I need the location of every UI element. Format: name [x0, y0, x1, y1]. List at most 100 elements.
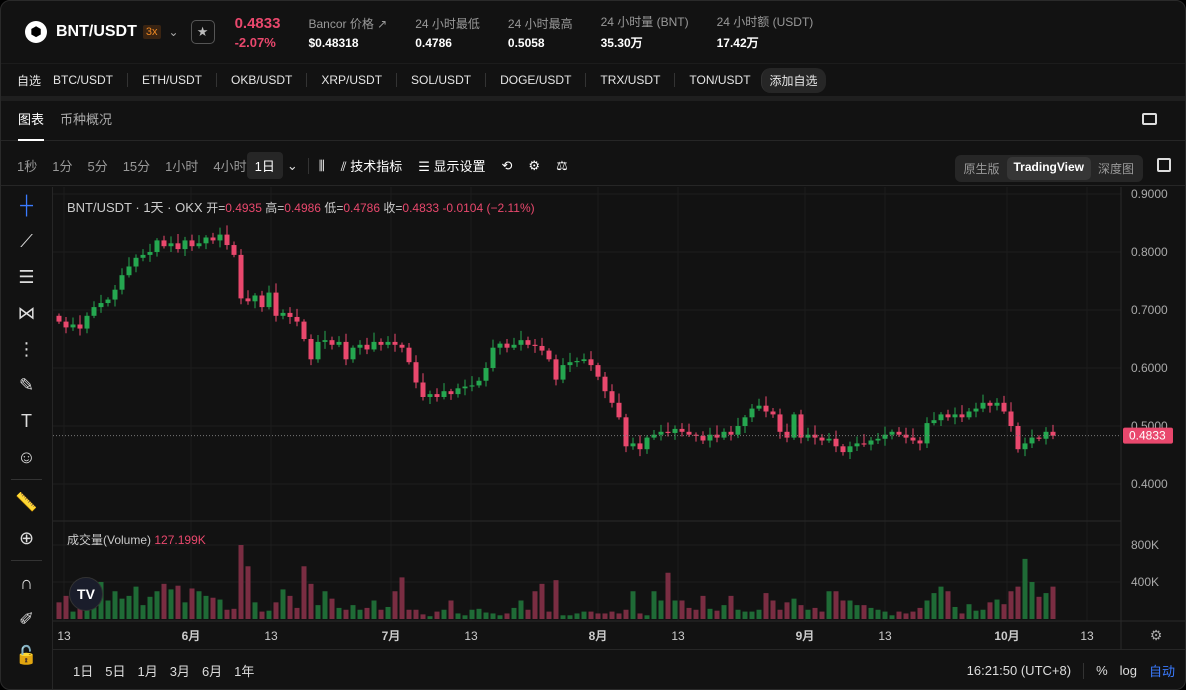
range-3m[interactable]: 3月	[169, 664, 190, 679]
range-6m[interactable]: 6月	[201, 664, 223, 679]
interval-4h[interactable]: 4小时	[213, 159, 247, 174]
watchlist-item[interactable]: TRX/USDT	[585, 73, 674, 87]
brush-icon[interactable]: ✎	[18, 374, 35, 395]
indicators-button[interactable]: ⫽ 技术指标	[341, 156, 402, 175]
emoji-icon[interactable]: ☺	[17, 446, 36, 467]
range-5d[interactable]: 5日	[105, 664, 126, 679]
horizontal-lines-icon[interactable]: ☰	[18, 266, 35, 287]
magnet-icon[interactable]: ∩	[20, 572, 33, 593]
volume-bar	[1029, 582, 1035, 619]
scale-icon[interactable]: ⚖	[556, 157, 568, 173]
candle-body	[63, 321, 69, 328]
watchlist-item[interactable]: OKB/USDT	[216, 73, 306, 87]
candle-body	[539, 345, 545, 351]
range-1m[interactable]: 1月	[137, 664, 158, 679]
candle-body	[427, 394, 433, 397]
watchlist-item[interactable]: XRP/USDT	[306, 73, 396, 87]
interval-1m[interactable]: 1分	[52, 159, 73, 174]
stat-24h-high: 24 小时最高 0.5058	[508, 15, 573, 50]
candle-body	[371, 341, 377, 350]
ruler-icon[interactable]: 📏	[15, 491, 38, 512]
log-scale-toggle[interactable]: log	[1119, 663, 1137, 678]
volume-bar	[784, 602, 790, 619]
range-1d[interactable]: 1日	[73, 664, 94, 679]
volume-bar	[266, 610, 272, 619]
interval-15m[interactable]: 15分	[122, 159, 151, 174]
candle-body	[350, 347, 356, 360]
legend-title: BNT/USDT · 1天 · OKX	[67, 200, 203, 215]
watchlist-item[interactable]: TON/USDT	[674, 73, 760, 87]
volume-bar	[525, 609, 531, 619]
chevron-down-icon[interactable]: ⌄	[168, 25, 179, 39]
candle-body	[168, 243, 174, 247]
volume-bar	[581, 611, 587, 619]
tradingview-logo-icon[interactable]: TV	[69, 577, 103, 611]
watchlist-item[interactable]: SOL/USDT	[396, 73, 485, 87]
volume-bar	[742, 611, 748, 619]
crosshair-icon[interactable]: ┼	[20, 194, 33, 215]
candle-body	[210, 237, 216, 241]
lock-drawing-icon[interactable]: ✐	[18, 608, 35, 629]
candle-body	[203, 237, 209, 244]
favorite-star-icon[interactable]: ★	[190, 20, 215, 44]
candle-body	[756, 405, 762, 409]
candle-body	[259, 295, 265, 308]
high-label: 高=	[265, 201, 285, 215]
volume-bar	[728, 595, 734, 619]
volume-bar	[224, 609, 230, 619]
candle-body	[553, 359, 559, 380]
mode-depth[interactable]: 深度图	[1097, 162, 1134, 176]
candle-body	[273, 292, 279, 316]
display-settings-button[interactable]: ☰ 显示设置	[418, 156, 485, 175]
watchlist-item[interactable]: BTC/USDT	[53, 73, 114, 87]
fib-icon[interactable]: ⋮	[17, 338, 36, 359]
volume-bar	[238, 545, 244, 619]
trendline-icon[interactable]: ⟋	[20, 230, 33, 251]
interval-1s[interactable]: 1秒	[17, 159, 38, 174]
candle-body	[518, 340, 524, 345]
mode-tradingview[interactable]: TradingView	[1006, 157, 1091, 180]
volume-bar	[553, 580, 559, 619]
candle-type-icon[interactable]: ⫼	[318, 157, 325, 173]
auto-scale-toggle[interactable]: 自动	[1148, 664, 1175, 679]
candle-body	[154, 240, 160, 252]
replay-icon[interactable]: ⟲	[501, 157, 513, 173]
fullscreen-icon[interactable]	[1157, 158, 1171, 172]
watchlist-item[interactable]: ETH/USDT	[127, 73, 216, 87]
date-tick: 13	[1080, 629, 1094, 643]
stat-index-price[interactable]: Bancor 价格 ↗ $0.48318	[308, 15, 387, 50]
mode-native[interactable]: 原生版	[963, 162, 1000, 176]
candle-body	[777, 414, 783, 432]
volume-bar	[770, 600, 776, 619]
candle-body	[357, 344, 363, 348]
interval-1h[interactable]: 1小时	[165, 159, 199, 174]
percent-scale-toggle[interactable]: %	[1096, 663, 1108, 678]
volume-bar	[518, 600, 524, 619]
range-1y[interactable]: 1年	[234, 664, 255, 679]
tab-overview[interactable]: 币种概况	[60, 111, 113, 127]
interval-5m[interactable]: 5分	[87, 159, 108, 174]
volume-bar	[658, 600, 664, 619]
axis-settings-icon[interactable]: ⚙	[1150, 627, 1163, 643]
watchlist-item[interactable]: DOGE/USDT	[485, 73, 585, 87]
chevron-down-icon[interactable]: ⌄	[286, 157, 298, 173]
text-icon[interactable]: T	[21, 410, 32, 431]
volume-bar	[595, 613, 601, 619]
unlock-icon[interactable]: 🔓	[15, 644, 38, 665]
pair-name[interactable]: BNT/USDT	[56, 23, 137, 40]
interval-1d[interactable]: 1日	[246, 152, 283, 179]
layout-icon[interactable]	[1142, 113, 1157, 125]
volume-bar	[693, 609, 699, 619]
date-tick: 13	[878, 629, 892, 643]
add-watchlist-button[interactable]: 添加自选	[760, 67, 826, 93]
candle-body	[329, 340, 335, 345]
chart-toolbar: 1秒 1分 5分 15分 1小时 4小时 1日 ⌄ ⫼ ⫽ 技术指标 ☰ 显示设…	[1, 146, 1185, 186]
tab-chart[interactable]: 图表	[18, 101, 45, 141]
candle-body	[896, 431, 902, 435]
volume-bar	[574, 613, 580, 619]
pattern-icon[interactable]: ⋈	[17, 302, 36, 323]
gear-icon[interactable]: ⚙	[528, 157, 541, 173]
volume-bar	[777, 609, 783, 619]
zoom-in-icon[interactable]: ⊕	[18, 527, 35, 548]
